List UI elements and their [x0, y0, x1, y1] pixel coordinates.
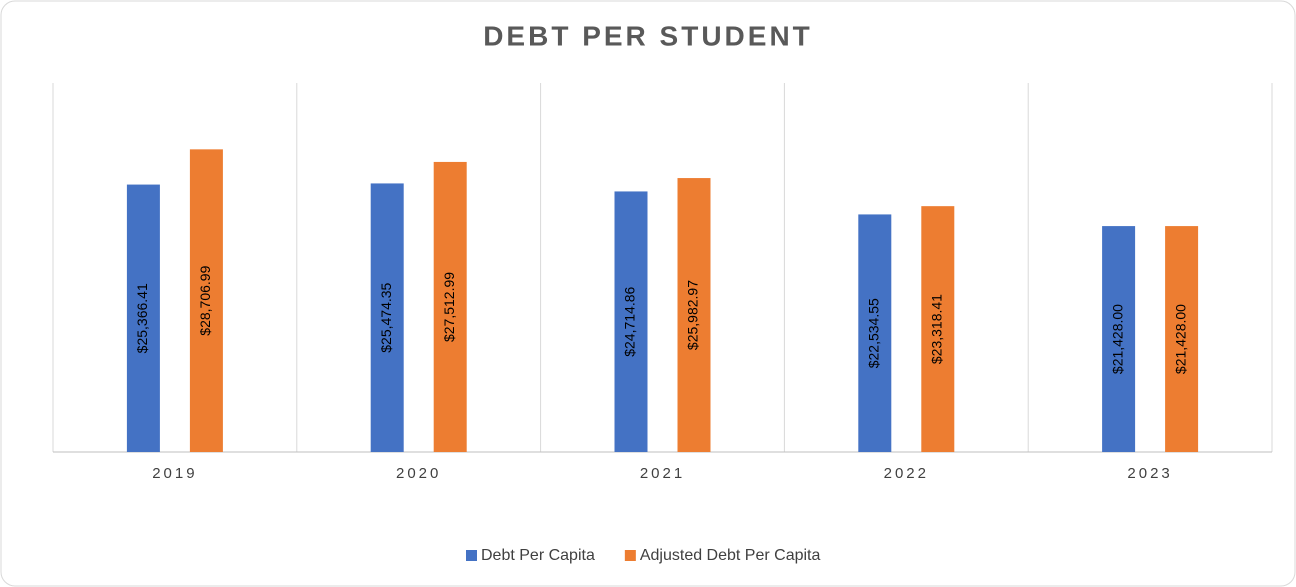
legend-label: Debt Per Capita: [481, 547, 595, 564]
x-tick-label: 2019: [152, 465, 197, 482]
value-label: $25,474.35: [378, 282, 394, 352]
value-label: $21,428.00: [1109, 304, 1125, 374]
bar: [126, 184, 160, 453]
value-label: $25,982.97: [685, 280, 701, 350]
value-label: $25,366.41: [134, 283, 150, 353]
value-label: $23,318.41: [929, 294, 945, 364]
value-label: $27,512.99: [441, 272, 457, 342]
bar: [433, 161, 467, 452]
bar: [677, 178, 711, 453]
x-tick-label: 2023: [1127, 465, 1172, 482]
bar: [370, 183, 404, 453]
legend-swatch: [624, 550, 636, 561]
bar: [1102, 226, 1136, 452]
legend-label: Adjusted Debt Per Capita: [640, 547, 821, 564]
x-tick-label: 2021: [640, 465, 685, 482]
x-tick-label: 2020: [396, 465, 441, 482]
value-label: $24,714.86: [622, 286, 638, 356]
value-label: $28,706.99: [197, 265, 213, 335]
x-tick-label: 2022: [884, 465, 929, 482]
legend-swatch: [466, 550, 477, 561]
bar: [1165, 226, 1199, 452]
bar: [189, 149, 223, 452]
bar: [921, 206, 955, 452]
chart-title: DEBT PER STUDENT: [483, 20, 813, 51]
value-label: $21,428.00: [1172, 304, 1188, 374]
bar: [614, 191, 648, 453]
bar: [858, 214, 892, 452]
value-label: $22,534.55: [866, 298, 882, 368]
